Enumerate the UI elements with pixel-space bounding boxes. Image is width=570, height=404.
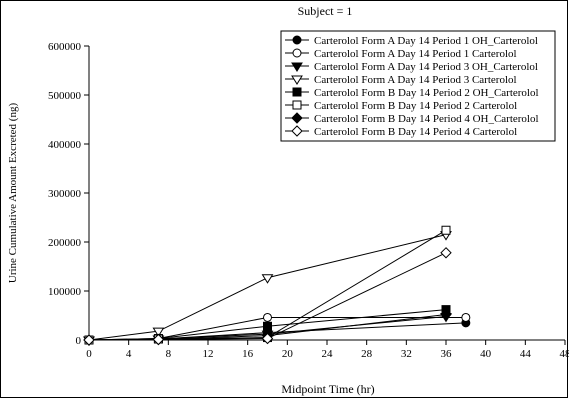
series-line [88,234,447,341]
legend-marker [292,35,302,45]
y-tick-label: 400000 [48,139,82,151]
data-point [261,274,274,284]
legend-item: Carterolol Form B Day 14 Period 4 OH_Car… [285,112,539,125]
y-tick-label: 0 [76,335,82,347]
data-point [461,312,471,322]
x-tick-label: 16 [242,348,254,360]
x-tick-label: 0 [86,348,92,360]
axes: 0 4 8 12 16 20 24 28 32 36 40 44 4801000002000003000… [48,41,570,360]
data-point [152,327,165,338]
legend-box [280,30,556,142]
legend-marker [291,112,303,124]
data-point [263,312,272,322]
data-point [440,308,452,321]
legend-item: Carterolol Form B Day 14 Period 2 Carter… [285,100,517,112]
legend-item: Carterolol Form A Day 14 Period 1 Carter… [285,48,517,60]
x-tick-label: 12 [203,348,214,360]
x-tick-label: 4 [126,348,132,360]
legend-item: Carterolol Form B Day 14 Period 2 OH_Car… [285,87,539,99]
data-point [261,332,274,345]
legend-marker [291,62,303,72]
legend-item: Carterolol Form B Day 14 Period 4 Carter… [285,125,517,138]
x-tick-label: 40 [480,348,492,360]
y-tick-label: 200000 [48,237,82,249]
x-tick-label: 24 [322,348,334,360]
chart-title: Subject = 1 [298,4,353,18]
legend-label: Carterolol Form B Day 14 Period 4 OH_Car… [314,113,539,125]
x-tick-label: 36 [441,348,453,360]
y-tick-label: 500000 [48,90,82,102]
x-tick-label: 8 [166,348,172,360]
legend-label: Carterolol Form B Day 14 Period 2 Carter… [314,100,517,112]
data-point [440,247,452,259]
legend-marker [292,48,302,58]
legend-label: Carterolol Form B Day 14 Period 2 OH_Car… [314,87,539,99]
legend-item: Carterolol Form A Day 14 Period 1 OH_Car… [285,35,538,47]
x-tick-label: 44 [520,348,532,360]
series-line [88,252,447,341]
legend-item: Carterolol Form A Day 14 Period 3 Carter… [285,74,517,86]
data-point [263,321,272,331]
legend-marker [291,125,303,137]
x-tick-label: 20 [282,348,294,360]
legend-marker [292,87,302,97]
data-point [83,334,95,346]
series-layer [83,225,471,346]
legend-label: Carterolol Form A Day 14 Period 1 OH_Car… [314,35,538,47]
y-axis-label: Urine Cumulative Amount Excreted (ng) [7,103,19,284]
series-line [88,316,466,341]
x-tick-label: 28 [361,348,373,360]
legend-label: Carterolol Form A Day 14 Period 3 Carter… [314,74,517,86]
data-point [441,225,451,235]
series-8 [83,247,452,346]
legend-marker [292,100,302,110]
legend-item: Carterolol Form A Day 14 Period 3 OH_Car… [285,61,538,73]
legend-label: Carterolol Form B Day 14 Period 4 Carter… [314,126,517,138]
x-tick-label: 32 [401,348,412,360]
y-tick-label: 100000 [48,286,82,298]
y-tick-label: 300000 [48,188,82,200]
legend: Carterolol Form A Day 14 Period 1 OH_Car… [280,30,556,142]
x-axis-label: Midpoint Time (hr) [281,382,374,396]
y-tick-label: 600000 [48,41,82,53]
data-point [152,333,165,346]
legend-label: Carterolol Form A Day 14 Period 3 OH_Car… [314,61,538,73]
legend-marker [291,75,303,85]
x-tick-label: 48 [560,348,570,360]
legend-label: Carterolol Form A Day 14 Period 1 Carter… [314,48,517,60]
